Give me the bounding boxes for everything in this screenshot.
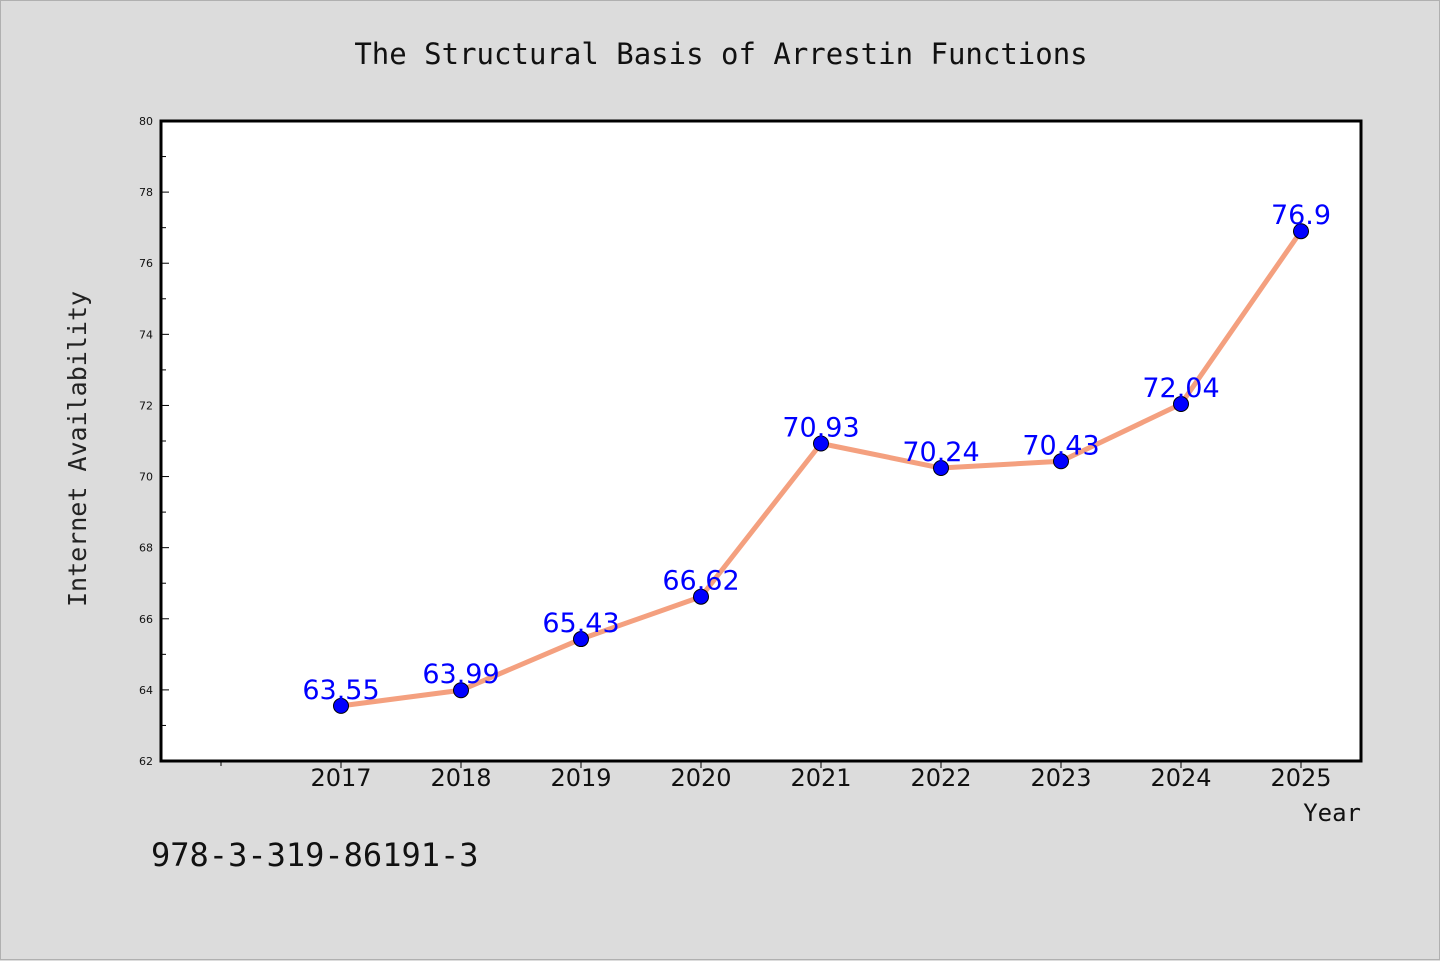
x-tick-label: 2020: [670, 764, 731, 792]
chart-title: The Structural Basis of Arrestin Functio…: [354, 37, 1087, 71]
plot-area: [161, 121, 1361, 761]
x-tick-label: 2021: [790, 764, 851, 792]
y-tick-label: 72: [139, 399, 153, 412]
x-tick-label: 2023: [1030, 764, 1091, 792]
data-label: 65.43: [542, 608, 619, 639]
data-point: [933, 460, 949, 477]
data-label: 70.43: [1022, 430, 1099, 461]
y-tick-label: 62: [139, 755, 153, 768]
data-label: 66.62: [662, 566, 739, 597]
data-label: 72.04: [1142, 373, 1219, 404]
data-label: 63.55: [302, 675, 379, 706]
y-tick-label: 70: [139, 471, 153, 484]
y-tick-label: 74: [139, 328, 153, 341]
y-tick-label: 68: [139, 542, 153, 555]
y-axis-label: Internet Availability: [63, 291, 92, 607]
data-label: 70.93: [782, 412, 859, 443]
data-point: [1173, 396, 1189, 413]
y-tick-label: 76: [139, 257, 153, 270]
x-tick-label: 2024: [1150, 764, 1211, 792]
data-label: 76.9: [1271, 200, 1331, 231]
x-tick-label: 2025: [1270, 764, 1331, 792]
series-line-layer: 63.55 63.99 65.43 66.62 70.93 70.24 70.43 72.04…: [302, 200, 1331, 714]
data-point: [453, 682, 469, 699]
x-tick-label: 2018: [430, 764, 491, 792]
data-point: [1053, 453, 1069, 470]
x-axis-label: Year: [1303, 799, 1361, 827]
data-label: 70.24: [902, 437, 979, 468]
data-point: [333, 697, 349, 714]
data-point: [813, 435, 829, 452]
footer-identifier: 978-3-319-86191-3: [151, 836, 479, 874]
axis-ticks: 62 64 66 68 70 72 74 76 78 80 2017 2018 2019 2020 2021…: [139, 115, 1332, 792]
y-tick-label: 78: [139, 186, 153, 199]
data-point: [693, 588, 709, 605]
data-label: 63.99: [422, 659, 499, 690]
plot-border: [159, 119, 1363, 763]
data-point: [573, 631, 589, 648]
x-tick-label: 2017: [310, 764, 371, 792]
x-tick-label: 2019: [550, 764, 611, 792]
data-point: [1293, 223, 1309, 240]
y-tick-label: 80: [139, 115, 153, 128]
y-tick-label: 64: [139, 684, 153, 697]
y-tick-label: 66: [139, 613, 153, 626]
x-tick-label: 2022: [910, 764, 971, 792]
